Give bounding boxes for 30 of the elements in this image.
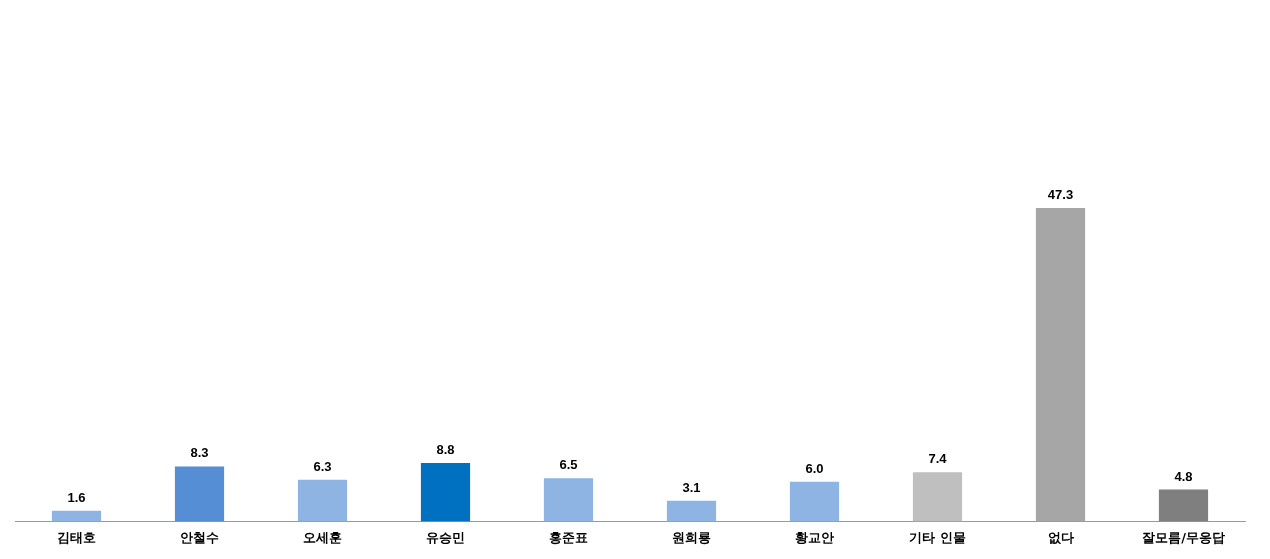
x-tick-label: 황교안 (795, 529, 834, 545)
bar (1035, 207, 1086, 522)
data-label: 1.6 (67, 489, 86, 505)
x-tick-label: 기타 인물 (909, 529, 966, 545)
x-tick-label: 김태호 (57, 529, 96, 545)
x-tick-label: 없다 (1047, 529, 1074, 545)
data-label: 7.4 (928, 451, 948, 467)
data-label: 6.3 (313, 458, 332, 474)
x-tick-label: 오세훈 (303, 529, 342, 545)
data-label: 47.3 (1047, 186, 1074, 202)
x-tick-label: 홍준표 (549, 529, 588, 545)
data-label: 6.5 (559, 457, 578, 473)
x-tick-label: 원희룡 (672, 529, 711, 545)
bar (51, 510, 102, 522)
x-tick-label: 안철수 (180, 529, 219, 545)
bar (912, 472, 963, 522)
data-label: 6.0 (805, 460, 824, 476)
data-label: 4.8 (1174, 468, 1193, 484)
bar (297, 479, 348, 522)
data-label: 3.1 (682, 479, 701, 495)
bar (789, 481, 840, 522)
bar (420, 463, 471, 522)
data-label: 8.8 (436, 442, 455, 458)
x-tick-label: 잘모름/무응답 (1142, 529, 1225, 545)
data-label: 8.3 (190, 445, 209, 461)
bar (666, 500, 717, 522)
x-tick-label: 유승민 (426, 529, 465, 545)
bar (174, 466, 225, 522)
bar (543, 478, 594, 522)
bar (1158, 489, 1209, 522)
